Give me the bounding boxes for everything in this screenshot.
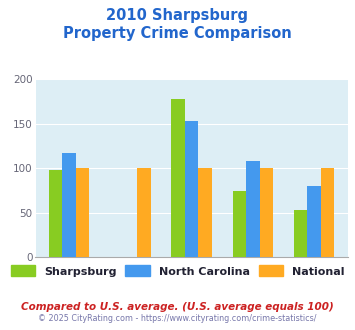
Bar (233, 190, 246, 257)
Text: Compared to U.S. average. (U.S. average equals 100): Compared to U.S. average. (U.S. average … (21, 302, 334, 312)
Text: © 2025 CityRating.com - https://www.cityrating.com/crime-statistics/: © 2025 CityRating.com - https://www.city… (38, 314, 317, 323)
Bar (76, 168, 89, 257)
Bar (171, 99, 185, 257)
Legend: Sharpsburg, North Carolina, National: Sharpsburg, North Carolina, National (7, 262, 348, 280)
Bar (307, 186, 321, 257)
Bar (246, 161, 260, 257)
Text: 2010 Sharpsburg: 2010 Sharpsburg (106, 8, 248, 23)
Bar (198, 168, 212, 257)
Bar (49, 170, 62, 257)
Bar (321, 168, 334, 257)
Bar (294, 210, 307, 257)
Bar (260, 168, 273, 257)
Text: Property Crime Comparison: Property Crime Comparison (63, 26, 292, 41)
Bar (62, 153, 76, 257)
Bar (137, 168, 151, 257)
Bar (185, 121, 198, 257)
